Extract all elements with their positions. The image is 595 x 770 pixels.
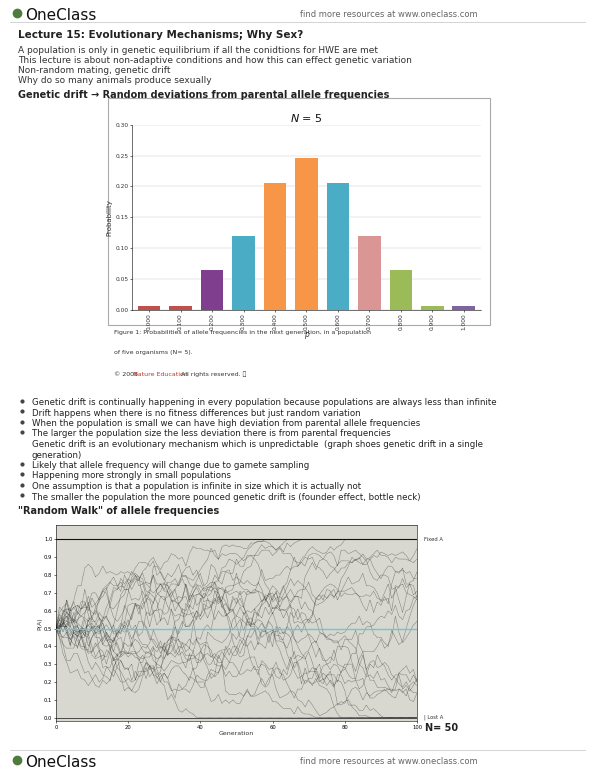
Text: of five organisms (N= 5).: of five organisms (N= 5).: [114, 350, 192, 355]
Text: Likely that allele frequency will change due to gamete sampling: Likely that allele frequency will change…: [32, 461, 309, 470]
Text: Happening more strongly in small populations: Happening more strongly in small populat…: [32, 471, 231, 480]
Text: | Lost A: | Lost A: [424, 715, 444, 720]
Text: © 2008: © 2008: [114, 372, 140, 377]
Text: N= 50: N= 50: [425, 723, 458, 733]
Text: A population is only in genetic equilibrium if all the conidtions for HWE are me: A population is only in genetic equilibr…: [18, 46, 378, 55]
Bar: [327, 183, 349, 310]
Text: generation): generation): [32, 450, 82, 460]
Text: Figure 1: Probabilities of allele frequencies in the next generation, in a popul: Figure 1: Probabilities of allele freque…: [114, 330, 371, 335]
Bar: [358, 236, 381, 310]
Text: All rights reserved. ⓘ: All rights reserved. ⓘ: [178, 372, 246, 377]
Text: This lecture is about non-adaptive conditions and how this can effect genetic va: This lecture is about non-adaptive condi…: [18, 56, 412, 65]
Y-axis label: P(A): P(A): [37, 617, 43, 630]
Bar: [452, 306, 475, 310]
Text: "Random Walk" of allele frequencies: "Random Walk" of allele frequencies: [18, 506, 219, 516]
Bar: [390, 270, 412, 310]
Bar: [264, 183, 286, 310]
Bar: [232, 236, 255, 310]
Bar: [138, 306, 161, 310]
Text: OneClass: OneClass: [25, 755, 96, 770]
Title: $\mathit{N}$ = 5: $\mathit{N}$ = 5: [290, 112, 323, 124]
Text: Lecture 15: Evolutionary Mechanisms; Why Sex?: Lecture 15: Evolutionary Mechanisms; Why…: [18, 30, 303, 40]
Text: Genetic drift is an evolutionary mechanism which is unpredictable  (graph shoes : Genetic drift is an evolutionary mechani…: [32, 440, 483, 449]
Text: find more resources at www.oneclass.com: find more resources at www.oneclass.com: [300, 10, 478, 19]
Text: Fixed A: Fixed A: [424, 537, 443, 542]
Text: The larger the population size the less deviation there is from parental frequen: The larger the population size the less …: [32, 430, 391, 438]
Bar: [295, 158, 318, 310]
X-axis label: p: p: [304, 330, 309, 339]
Text: Nature Education: Nature Education: [133, 372, 187, 377]
X-axis label: Generation: Generation: [219, 731, 254, 736]
Text: find more resources at www.oneclass.com: find more resources at www.oneclass.com: [300, 757, 478, 766]
Text: The smaller the population the more pounced genetic drift is (founder effect, bo: The smaller the population the more poun…: [32, 493, 421, 501]
Text: Why do so many animals produce sexually: Why do so many animals produce sexually: [18, 76, 212, 85]
Text: OneClass: OneClass: [25, 8, 96, 23]
Bar: [169, 306, 192, 310]
Text: Genetic drift → Random deviations from parental allele frequencies: Genetic drift → Random deviations from p…: [18, 90, 389, 100]
Text: Drift happens when there is no fitness differences but just random variation: Drift happens when there is no fitness d…: [32, 409, 361, 417]
Bar: [201, 270, 223, 310]
Text: Non-random mating, genetic drift: Non-random mating, genetic drift: [18, 66, 171, 75]
Text: One assumption is that a population is infinite in size which it is actually not: One assumption is that a population is i…: [32, 482, 361, 491]
Bar: [421, 306, 444, 310]
Text: Genetic drift is continually happening in every population because populations a: Genetic drift is continually happening i…: [32, 398, 497, 407]
Y-axis label: Probability: Probability: [107, 199, 112, 236]
Bar: [108, 98, 490, 325]
Text: When the population is small we can have high deviation from parental allele fre: When the population is small we can have…: [32, 419, 420, 428]
